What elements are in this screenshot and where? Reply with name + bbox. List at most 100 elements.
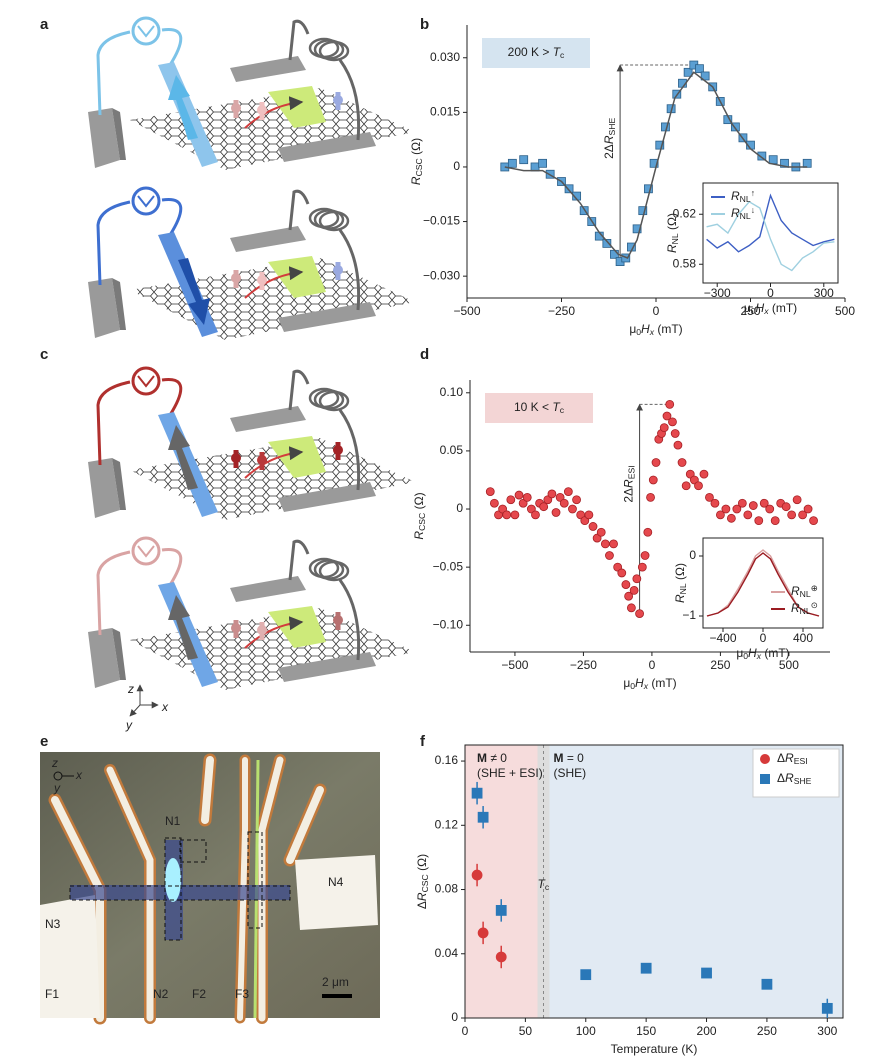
data-point (765, 504, 775, 514)
data-point (626, 603, 636, 613)
text-part: R (785, 771, 794, 785)
coil (318, 390, 350, 412)
data-point (716, 510, 725, 520)
contact-pad-n4 (295, 855, 378, 930)
x-tick-label: −500 (453, 304, 480, 318)
data-point (547, 489, 557, 499)
data-point (768, 155, 778, 165)
text-part: M (477, 751, 487, 765)
y-axis-label: RCSC (Ω) (409, 138, 424, 185)
spin (231, 623, 241, 633)
text-part: ESI (794, 756, 808, 766)
text-part: 2Δ (602, 144, 616, 159)
x-axis-label: Temperature (K) (611, 1042, 698, 1056)
ammeter (131, 16, 161, 46)
text-part: 10 K < (514, 400, 552, 414)
text-part: NL (670, 233, 680, 244)
data-point (743, 510, 753, 520)
data-point (602, 238, 612, 248)
data-point (621, 580, 631, 589)
text-part: (Ω) (409, 138, 423, 158)
data-point (489, 498, 499, 508)
text-part: CSC (420, 874, 430, 892)
data-point (538, 158, 547, 168)
data-point (668, 417, 677, 427)
data-point (683, 67, 693, 77)
data-point (730, 122, 740, 132)
data-point (635, 609, 644, 619)
data-point (580, 969, 592, 981)
text-part: CSC (417, 513, 427, 531)
coil (318, 40, 350, 62)
y-axis-label: RCSC (Ω) (412, 492, 427, 539)
text-part: M (553, 751, 563, 765)
contact-pad (278, 482, 376, 512)
text-part: NL (678, 583, 688, 594)
data-point (640, 962, 652, 974)
spin (257, 275, 267, 285)
text-part: CSC (414, 158, 424, 176)
y-tick-label: −0.030 (423, 268, 460, 282)
electrode (201, 756, 214, 824)
contact-pad (278, 302, 376, 332)
y-tick-label: −0.05 (433, 559, 464, 573)
data-point (624, 591, 634, 601)
data-point (596, 527, 606, 537)
text-part: x (643, 681, 649, 691)
axis-letter: x (161, 700, 169, 714)
panel-letter: e (40, 733, 48, 750)
panel-letter: b (420, 16, 429, 33)
spin (231, 273, 241, 283)
data-point (670, 429, 680, 438)
data-point (610, 249, 619, 259)
text-part: μ (736, 646, 743, 660)
text-part: Δ (777, 771, 785, 785)
annotation: 200 K > Tc (508, 45, 565, 60)
micrograph-label: N4 (328, 875, 344, 889)
axis-letter: y (125, 718, 133, 732)
text-part: R (791, 584, 800, 598)
x-tick-label: 0 (649, 658, 656, 672)
spin (231, 453, 241, 463)
data-point (522, 493, 532, 502)
graphene-sheet (130, 438, 415, 520)
data-point (495, 951, 507, 963)
data-point (551, 508, 561, 517)
wire (96, 27, 183, 116)
x-tick-label: 0 (760, 631, 767, 645)
scale-bar-label: 2 μm (322, 975, 349, 989)
wire (288, 539, 361, 661)
y-tick-label: 0.58 (673, 256, 697, 270)
annotation-box (482, 38, 590, 68)
plot-frame (464, 744, 844, 1019)
panel-letter: d (420, 346, 429, 363)
text-part: 0 (636, 327, 641, 337)
contact-pad-side (112, 278, 126, 330)
region-label: M ≠ 0 (477, 751, 507, 765)
graphene-sheet (130, 88, 415, 170)
panel-letter: f (420, 733, 426, 750)
text-part: SHE (607, 118, 617, 136)
text-part: Δ (415, 901, 429, 909)
spin (333, 95, 343, 105)
region-label: M = 0 (553, 751, 584, 765)
region (465, 745, 538, 1018)
axis-letter: x (75, 768, 83, 782)
text-part: R (412, 531, 426, 540)
panel-letter: c (40, 346, 48, 363)
data-point (559, 498, 569, 508)
legend-label: ΔRSHE (777, 771, 812, 786)
data-point (798, 510, 808, 520)
tc-label: Tc (537, 877, 549, 892)
text-part: (SHE) (553, 766, 586, 780)
ammeter (131, 366, 161, 396)
legend-label: RNL⊙ (791, 600, 818, 616)
data-point (564, 184, 574, 194)
data-point (563, 487, 573, 496)
y-tick-label: 0.015 (430, 105, 460, 119)
y-tick-label: 0.62 (673, 206, 697, 220)
wire (96, 197, 183, 286)
contact-pad-side (112, 108, 126, 160)
y-tick-label: 0 (689, 548, 696, 562)
